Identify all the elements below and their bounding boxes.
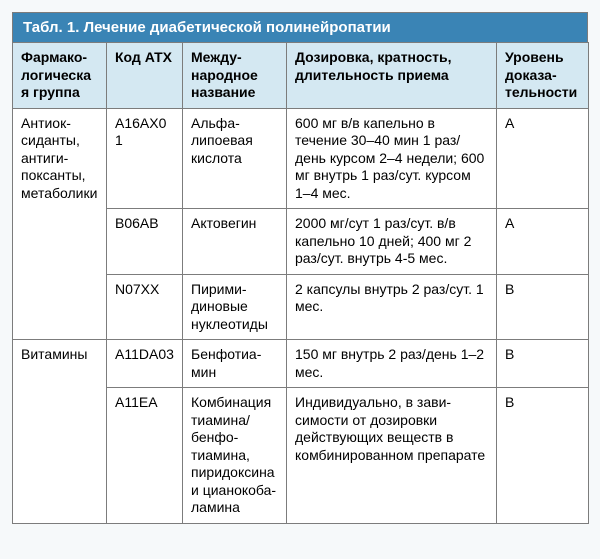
cell-name: Бенфотиа-мин <box>183 340 287 388</box>
medication-table-container: Табл. 1. Лечение диабетической полинейро… <box>12 12 588 524</box>
cell-atx: N07XX <box>107 274 183 340</box>
col-header-atx: Код АТХ <box>107 43 183 109</box>
cell-name: Комбинация тиамина/бенфо-тиамина, пиридо… <box>183 388 287 524</box>
col-header-group: Фармако-логическая группа <box>13 43 107 109</box>
cell-name: Актовегин <box>183 209 287 275</box>
table-header-row: Фармако-логическая группа Код АТХ Между-… <box>13 43 589 109</box>
cell-level: B <box>497 340 589 388</box>
cell-atx: A11DA03 <box>107 340 183 388</box>
cell-name: Пирими-диновые нуклеотиды <box>183 274 287 340</box>
cell-level: B <box>497 388 589 524</box>
cell-dose: Индивидуально, в зави-симости от дозиров… <box>287 388 497 524</box>
cell-level: A <box>497 209 589 275</box>
table-row: Антиок-сиданты, антиги-поксанты, метабол… <box>13 108 589 209</box>
cell-atx: A11EA <box>107 388 183 524</box>
cell-level: B <box>497 274 589 340</box>
cell-name: Альфа-липоевая кислота <box>183 108 287 209</box>
table-row: Витамины A11DA03 Бенфотиа-мин 150 мг вну… <box>13 340 589 388</box>
col-header-level: Уровень доказа-тельности <box>497 43 589 109</box>
col-header-name: Между-народное название <box>183 43 287 109</box>
cell-dose: 600 мг в/в капельно в течение 30–40 мин … <box>287 108 497 209</box>
cell-level: A <box>497 108 589 209</box>
cell-dose: 2 капсулы внутрь 2 раз/сут. 1 мес. <box>287 274 497 340</box>
cell-group: Антиок-сиданты, антиги-поксанты, метабол… <box>13 108 107 340</box>
col-header-dose: Дозировка, кратность, длительность прием… <box>287 43 497 109</box>
cell-atx: A16AX01 <box>107 108 183 209</box>
cell-dose: 150 мг внутрь 2 раз/день 1–2 мес. <box>287 340 497 388</box>
cell-group: Витамины <box>13 340 107 524</box>
cell-dose: 2000 мг/сут 1 раз/сут. в/в капельно 10 д… <box>287 209 497 275</box>
table-title: Табл. 1. Лечение диабетической полинейро… <box>12 12 588 42</box>
medication-table: Фармако-логическая группа Код АТХ Между-… <box>12 42 589 524</box>
cell-atx: B06AB <box>107 209 183 275</box>
